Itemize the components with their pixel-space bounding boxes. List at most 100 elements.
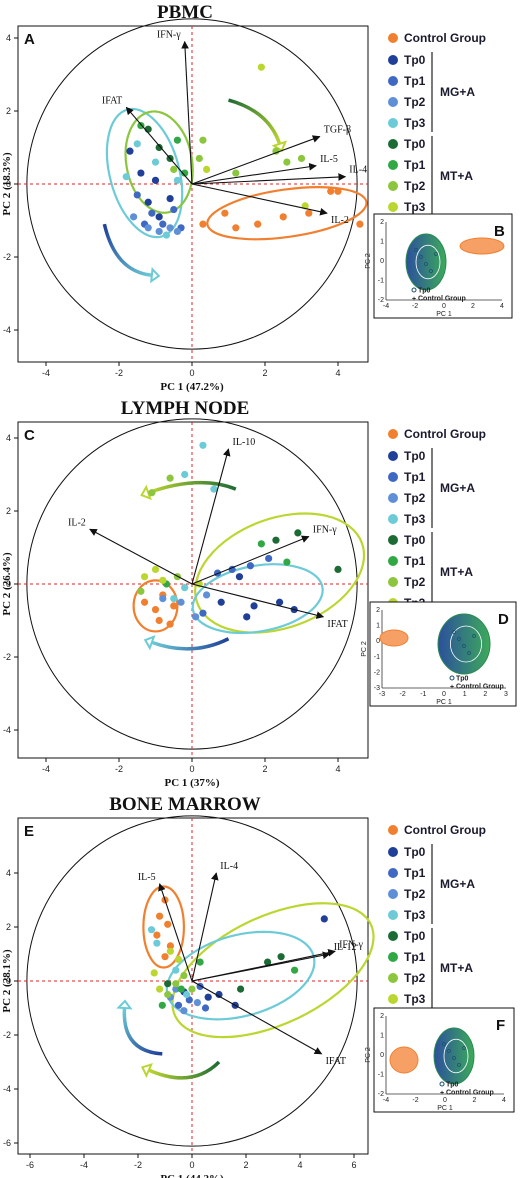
legend-marker [388, 847, 398, 857]
data-point [334, 187, 342, 195]
inset-x-label: PC 1 [436, 699, 452, 706]
inset-x-tick: -4 [383, 1097, 389, 1104]
inset-x-label: PC 1 [436, 311, 452, 318]
inset-point [457, 637, 461, 641]
legend-marker [388, 139, 398, 149]
inset-legend-label: Control Group [456, 684, 504, 691]
inset-legend-label: Control Group [418, 296, 466, 303]
inset-x-tick: -2 [400, 691, 406, 698]
data-point [151, 565, 160, 574]
inset-y-tick: 1 [380, 239, 384, 246]
data-point [279, 213, 287, 221]
inset-legend-marker: + [412, 296, 416, 303]
data-point [334, 565, 342, 574]
data-point [155, 616, 163, 625]
y-tick-label: 4 [6, 868, 11, 878]
data-point [283, 558, 291, 566]
trend-arrow-head [116, 999, 133, 1010]
data-point [166, 947, 174, 955]
data-point [217, 598, 225, 606]
data-point [232, 224, 240, 232]
data-point [159, 595, 167, 603]
legend-marker [388, 868, 398, 878]
data-point [173, 176, 181, 184]
inset-x-tick: 3 [504, 691, 508, 698]
data-point [174, 1001, 183, 1009]
data-point [137, 169, 145, 177]
group-ellipse [171, 902, 375, 1039]
loading-vector [191, 535, 310, 585]
y-tick-label: -2 [3, 252, 11, 262]
data-point [265, 554, 273, 563]
legend-label: Tp1 [404, 866, 426, 880]
inset-point [472, 634, 476, 638]
panel-letter: C [24, 427, 35, 444]
inset-y-tick: 0 [376, 638, 380, 645]
loading-vector [158, 883, 193, 982]
x-tick-label: -2 [134, 1160, 142, 1170]
legend-marker [388, 556, 398, 566]
inset-x-tick: 0 [442, 691, 446, 698]
x-tick-label: -4 [80, 1160, 88, 1170]
legend-label: Tp2 [404, 491, 426, 505]
inset-y-tick: -3 [374, 685, 380, 692]
legend-label: Tp3 [404, 512, 426, 526]
data-point [294, 529, 302, 537]
data-point [243, 613, 251, 621]
inset-y-tick: 0 [380, 258, 384, 265]
trend-arrow [102, 223, 153, 277]
legend-marker [388, 76, 398, 86]
inset-legend-marker [411, 287, 417, 293]
legend-marker [388, 825, 398, 835]
x-tick-label: -2 [115, 368, 123, 378]
legend-label: Control Group [404, 823, 486, 837]
data-point [140, 573, 149, 581]
data-point [170, 205, 178, 214]
legend-marker [388, 535, 398, 545]
legend-marker [388, 910, 398, 920]
data-point [181, 584, 189, 592]
data-point [199, 136, 207, 144]
legend: Control Group Tp0 Tp1 Tp2 Tp3 MG+A Tp0 Tp1 Tp2 Tp… [388, 823, 486, 1008]
x-tick-label: -4 [42, 368, 50, 378]
legend-marker [388, 472, 398, 482]
inset-x-tick: -2 [412, 1097, 418, 1104]
data-point [199, 609, 207, 617]
data-point [203, 591, 211, 599]
loading-vector [89, 528, 193, 585]
legend-group-label: MG+A [440, 877, 475, 891]
loading-vector [191, 872, 219, 982]
plot-frame [17, 817, 369, 1155]
legend-label: Tp3 [404, 908, 426, 922]
legend-group-label: MG+A [440, 85, 475, 99]
legend-marker [388, 493, 398, 503]
inset-tp0-inner [443, 1038, 469, 1074]
legend-group-label: MT+A [440, 961, 473, 975]
legend-label: Tp3 [404, 116, 426, 130]
legend-marker [388, 889, 398, 899]
data-point [151, 158, 160, 166]
inset-point [434, 252, 438, 256]
legend-group-label: MT+A [440, 565, 473, 579]
legend-label: Tp0 [404, 533, 426, 547]
y-tick-label: -2 [3, 1030, 11, 1040]
trend-arrow [122, 1007, 163, 1056]
legend-marker [388, 202, 398, 212]
data-point [153, 931, 161, 939]
data-point [137, 587, 145, 595]
loading-vector [191, 162, 317, 185]
inset-point [457, 1063, 461, 1067]
data-point [158, 1001, 166, 1009]
y-tick-label: -2 [3, 652, 11, 662]
y-tick-label: 0 [6, 579, 11, 589]
y-tick-label: 2 [6, 506, 11, 516]
x-tick-label: -6 [26, 1160, 34, 1170]
trend-arrow [148, 1060, 221, 1080]
inset-control-ellipse [389, 1046, 419, 1074]
panel-title-bone-marrow: BONE MARROW [109, 794, 261, 815]
inset-legend-marker [449, 675, 455, 681]
legend-label: Control Group [404, 427, 486, 441]
